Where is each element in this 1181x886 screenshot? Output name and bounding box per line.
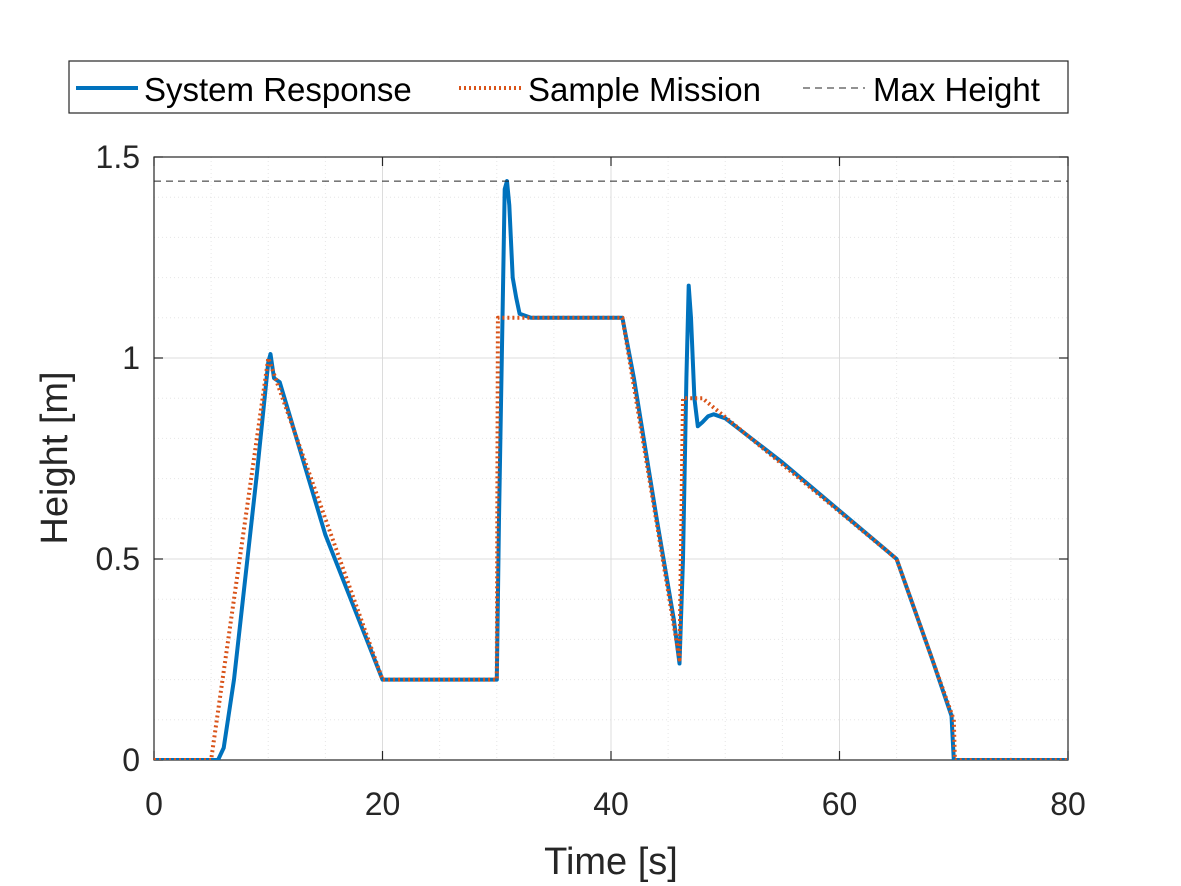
y-tick-label: 0 bbox=[122, 742, 140, 778]
x-tick-label: 20 bbox=[365, 786, 401, 822]
y-tick-label: 0.5 bbox=[96, 541, 140, 577]
x-tick-label: 60 bbox=[822, 786, 858, 822]
legend: System Response Sample Mission Max Heigh… bbox=[68, 60, 1069, 114]
major-grid bbox=[153, 156, 1069, 761]
x-tick-label: 0 bbox=[145, 786, 163, 822]
y-tick-label: 1.5 bbox=[96, 139, 140, 175]
x-tick-label: 40 bbox=[593, 786, 629, 822]
x-tick-label: 80 bbox=[1050, 786, 1086, 822]
series-layer bbox=[154, 179, 1068, 760]
legend-label-max-height: Max Height bbox=[873, 71, 1040, 108]
legend-label-system-response: System Response bbox=[144, 71, 412, 108]
legend-box bbox=[68, 60, 1069, 114]
y-axis-label: Height [m] bbox=[34, 371, 76, 544]
legend-label-sample-mission: Sample Mission bbox=[528, 71, 761, 108]
series-line-sample-mission bbox=[154, 315, 1068, 760]
x-axis-label: Time [s] bbox=[544, 841, 678, 883]
y-tick-label: 1 bbox=[122, 340, 140, 376]
axis-ticks: 0 20 40 60 80 0 0.5 1 1.5 bbox=[96, 139, 1086, 822]
